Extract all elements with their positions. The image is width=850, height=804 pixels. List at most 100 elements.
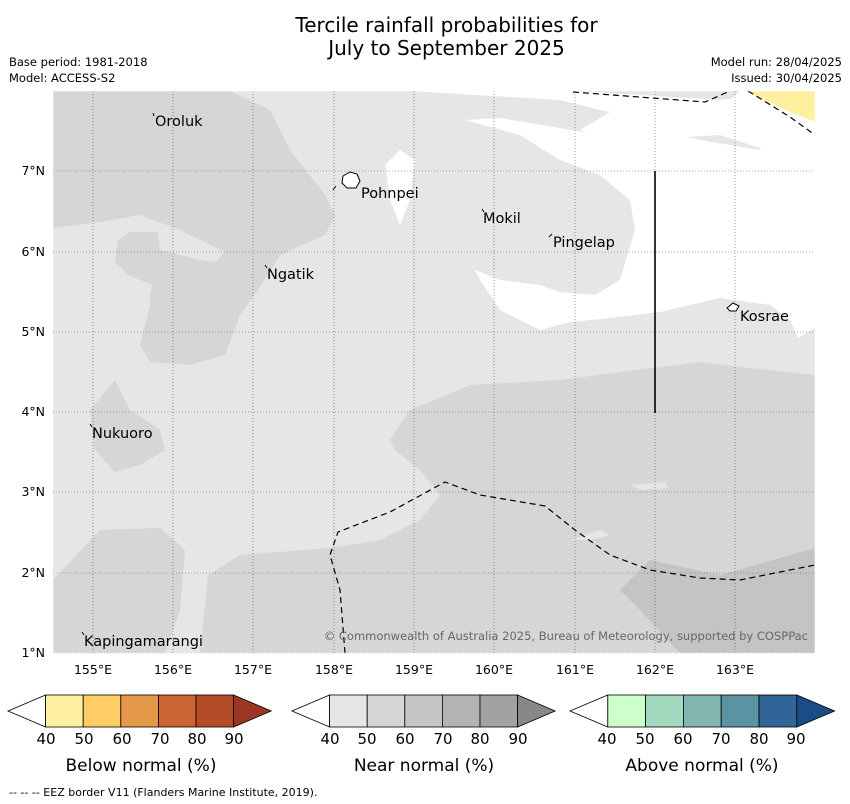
tick-above-70: 70 bbox=[711, 730, 731, 748]
colorbar-swatch bbox=[645, 694, 684, 728]
place-label-mokil: Mokil bbox=[483, 211, 521, 227]
model-run: Model run: 28/04/2025 bbox=[710, 55, 842, 69]
tick-near-40: 40 bbox=[320, 730, 340, 748]
colorbar-swatch bbox=[366, 694, 406, 728]
tick-below-60: 60 bbox=[112, 730, 132, 748]
tick-below-80: 80 bbox=[187, 730, 207, 748]
pohnpei-marker bbox=[332, 185, 337, 191]
near-normal-60-70-southeast bbox=[620, 548, 815, 653]
below-normal-40-50-patch bbox=[745, 91, 815, 122]
lat-label: 6°N bbox=[21, 244, 45, 259]
tick-above-90: 90 bbox=[786, 730, 806, 748]
tick-below-40: 40 bbox=[36, 730, 56, 748]
colorbar-extend-high bbox=[517, 694, 557, 728]
issued-date: Issued: 30/04/2025 bbox=[731, 71, 842, 85]
small-lighter-patch-2 bbox=[630, 482, 668, 490]
kosrae-island bbox=[726, 302, 740, 312]
lon-label: 160°E bbox=[475, 662, 513, 677]
tick-near-90: 90 bbox=[508, 730, 528, 748]
eez-borders bbox=[329, 90, 816, 654]
ngatik-marker bbox=[264, 264, 268, 269]
lon-label: 159°E bbox=[395, 662, 433, 677]
colorbar-swatch bbox=[195, 694, 234, 728]
meta-left: Base period: 1981-2018 Model: ACCESS-S2 bbox=[9, 54, 148, 86]
colorbar-swatch bbox=[441, 694, 481, 728]
title-line-2: July to September 2025 bbox=[328, 36, 565, 60]
colorbar-swatch bbox=[157, 694, 197, 728]
tick-above-60: 60 bbox=[673, 730, 693, 748]
colorbar-swatch bbox=[404, 694, 443, 728]
low-prob-region-pohnpei bbox=[385, 150, 415, 225]
pingelap-marker bbox=[548, 233, 553, 238]
colorbar-extend-low bbox=[6, 694, 46, 728]
colorbar-extend-low bbox=[568, 694, 609, 728]
lat-label: 2°N bbox=[21, 565, 45, 580]
title-line-1: Tercile rainfall probabilities for bbox=[295, 13, 598, 37]
tick-near-80: 80 bbox=[470, 730, 490, 748]
colorbar-extend-low bbox=[290, 694, 331, 728]
lon-label: 163°E bbox=[716, 662, 754, 677]
tick-below-90: 90 bbox=[224, 730, 244, 748]
lat-label: 3°N bbox=[21, 484, 45, 499]
colorbar-swatch bbox=[329, 694, 368, 728]
colorbar-swatch bbox=[607, 694, 646, 728]
mokil-marker bbox=[481, 208, 485, 213]
tick-near-70: 70 bbox=[433, 730, 453, 748]
tick-below-50: 50 bbox=[74, 730, 94, 748]
tick-above-80: 80 bbox=[749, 730, 769, 748]
tick-below-70: 70 bbox=[150, 730, 170, 748]
lat-label: 7°N bbox=[21, 163, 45, 178]
eez-border-north bbox=[572, 90, 731, 103]
near-normal-50-60-southwest bbox=[53, 528, 185, 653]
lon-label: 158°E bbox=[315, 662, 353, 677]
colorbars bbox=[6, 694, 836, 728]
place-labels: Oroluk Pohnpei Mokil Pingelap Ngatik Kos… bbox=[84, 114, 789, 650]
meta-right: Model run: 28/04/2025 Issued: 30/04/2025 bbox=[711, 54, 842, 86]
small-lighter-patch bbox=[570, 530, 610, 540]
near-normal-50-60-nukuoro bbox=[90, 380, 165, 472]
colorbar-label-below: Below normal (%) bbox=[65, 756, 217, 776]
probability-fields bbox=[53, 91, 815, 653]
lon-label: 162°E bbox=[636, 662, 674, 677]
nukuoro-marker bbox=[89, 423, 93, 428]
tick-above-40: 40 bbox=[597, 730, 617, 748]
colorbar-label-near: Near normal (%) bbox=[353, 756, 495, 776]
place-label-ngatik: Ngatik bbox=[267, 267, 315, 283]
pohnpei-island bbox=[341, 171, 361, 189]
colorbar-extend-high bbox=[233, 694, 273, 728]
latitude-labels: 7°N 6°N 5°N 4°N 3°N 2°N 1°N bbox=[21, 163, 45, 660]
low-prob-region-north bbox=[410, 91, 815, 160]
tick-above-50: 50 bbox=[635, 730, 655, 748]
place-label-oroluk: Oroluk bbox=[155, 114, 203, 130]
low-prob-region-east bbox=[465, 91, 815, 338]
place-label-pingelap: Pingelap bbox=[553, 235, 615, 251]
place-label-kapingamarangi: Kapingamarangi bbox=[84, 634, 203, 650]
colorbar-swatch bbox=[82, 694, 122, 728]
lat-label: 4°N bbox=[21, 404, 45, 419]
place-label-kosrae: Kosrae bbox=[740, 309, 789, 325]
tick-near-60: 60 bbox=[395, 730, 415, 748]
colorbar-label-above: Above normal (%) bbox=[625, 756, 779, 776]
colorbar-swatch bbox=[479, 694, 518, 728]
base-period: Base period: 1981-2018 bbox=[9, 55, 148, 69]
lon-label: 161°E bbox=[556, 662, 594, 677]
colorbar-swatch bbox=[683, 694, 722, 728]
map-frame bbox=[52, 90, 816, 654]
oroluk-marker bbox=[152, 112, 155, 117]
colorbar-swatch bbox=[720, 694, 760, 728]
islands bbox=[341, 171, 740, 312]
copyright-notice: © Commonwealth of Australia 2025, Bureau… bbox=[324, 629, 808, 643]
lat-label: 1°N bbox=[21, 645, 45, 660]
eez-footnote: -- -- -- EEZ border V11 (Flanders Marine… bbox=[9, 786, 318, 799]
lon-label: 157°E bbox=[234, 662, 272, 677]
colorbar-swatch bbox=[758, 694, 798, 728]
lon-label: 155°E bbox=[74, 662, 112, 677]
island-markers bbox=[81, 112, 553, 636]
longitude-labels: 155°E 156°E 157°E 158°E 159°E 160°E 161°E 162°E… bbox=[74, 662, 754, 677]
kapingamarangi-marker bbox=[81, 631, 85, 636]
colorbar-extend-high bbox=[796, 694, 836, 728]
near-normal-40-50-west bbox=[53, 222, 152, 362]
near-normal-50-60-west bbox=[53, 91, 335, 365]
tick-near-50: 50 bbox=[357, 730, 377, 748]
